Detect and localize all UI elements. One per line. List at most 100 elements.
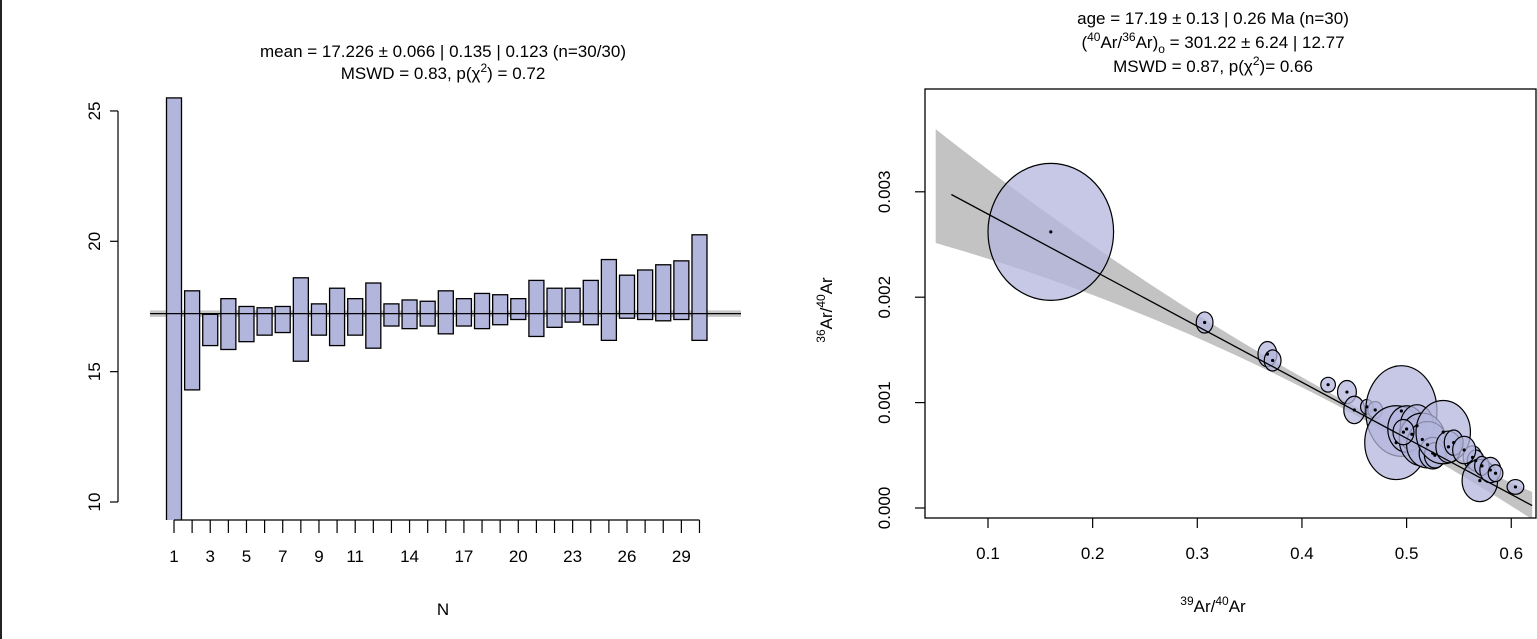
age-bar	[401, 299, 418, 330]
data-point	[1203, 320, 1207, 325]
data-point	[1431, 451, 1435, 455]
right-x-tick-label: 0.4	[1290, 544, 1314, 563]
left-x-tick-label: 5	[242, 547, 251, 566]
age-bar	[455, 298, 473, 327]
data-point	[1345, 390, 1349, 394]
left-x-tick-label: 3	[206, 547, 215, 566]
data-point	[1452, 441, 1456, 445]
right-y-axis-label: 36Ar/40Ar	[814, 277, 836, 343]
data-point	[1425, 443, 1430, 447]
age-bar	[202, 313, 219, 347]
left-x-tick-label: 26	[618, 547, 637, 566]
left-y-tick-label: 20	[85, 232, 104, 251]
right-plot-box	[924, 88, 1537, 519]
right-title-line1: age = 17.19 ± 0.13 | 0.26 Ma (n=30)	[1077, 9, 1349, 28]
left-title-line1: mean = 17.226 ± 0.066 | 0.135 | 0.123 (n…	[260, 42, 626, 61]
age-bar	[274, 305, 291, 334]
left-border	[0, 0, 2, 639]
data-point	[1433, 453, 1437, 457]
right-y-tick-label: 0.000	[875, 487, 894, 530]
data-point	[1401, 430, 1406, 434]
age-bar	[673, 260, 690, 321]
left-x-tick-label: 20	[509, 547, 528, 566]
right-y-tick-label: 0.003	[875, 171, 894, 214]
age-bar	[220, 298, 237, 351]
age-bar	[655, 264, 672, 322]
left-x-axis-label: N	[437, 600, 449, 619]
data-point	[1420, 437, 1424, 442]
data-point	[1399, 409, 1403, 413]
age-bar	[473, 292, 491, 330]
age-bar	[292, 277, 309, 362]
data-point	[1365, 405, 1369, 409]
right-plot: 0.1 0.2 0.3 0.4 0.5 0.6 0.000 0.001 0.002 0.003	[875, 88, 1537, 563]
left-x-tick-label: 1	[169, 547, 178, 566]
age-bar	[347, 298, 364, 336]
data-point	[1405, 427, 1409, 431]
data-point	[1470, 455, 1475, 460]
left-x-tick-label: 17	[454, 547, 473, 566]
left-plot: 10 15 20 25 1 3 5 7 9 11 14 17 20 23 26 29	[85, 97, 741, 566]
left-y-tick-label: 25	[85, 101, 104, 120]
ellipses-group	[987, 162, 1525, 503]
left-y-tick-label: 10	[85, 493, 104, 512]
right-x-tick-label: 0.2	[1081, 544, 1105, 563]
bars-group	[165, 97, 708, 520]
right-title-line3: MSWD = 0.87, p(χ2)= 0.66	[1113, 54, 1313, 76]
age-bar	[618, 274, 636, 319]
data-point	[1326, 383, 1330, 387]
data-point	[1271, 358, 1275, 363]
data-point	[1415, 424, 1419, 428]
age-bar	[256, 307, 273, 336]
data-point	[1488, 468, 1492, 472]
data-point	[1493, 471, 1498, 475]
age-bar	[492, 294, 509, 326]
right-x-tick-label: 0.5	[1395, 544, 1419, 563]
age-bar	[582, 279, 599, 326]
age-bar	[510, 298, 527, 321]
age-bar	[546, 287, 563, 328]
data-point	[1265, 352, 1270, 356]
data-point	[1474, 458, 1478, 463]
age-bar	[310, 303, 328, 336]
right-x-tick-label: 0.1	[976, 544, 1000, 563]
data-point	[1373, 408, 1377, 412]
age-bar	[564, 287, 581, 323]
age-bar	[365, 282, 382, 349]
left-x-tick-label: 29	[672, 547, 691, 566]
data-point	[1352, 408, 1356, 412]
left-title-line2: MSWD = 0.83, p(χ2) = 0.72	[341, 61, 546, 83]
age-bar	[383, 303, 400, 327]
age-bar	[600, 258, 618, 342]
right-y-tick-label: 0.002	[875, 276, 894, 319]
right-x-tick-label: 0.6	[1499, 544, 1523, 563]
data-point	[1441, 430, 1445, 434]
age-bar	[691, 234, 708, 342]
age-bar	[528, 279, 545, 338]
left-x-tick-label: 23	[563, 547, 582, 566]
left-x-tick-label: 14	[400, 547, 419, 566]
age-bar	[437, 290, 454, 335]
regression-line	[951, 193, 1533, 507]
age-bar	[238, 305, 255, 343]
left-y-tick-label: 15	[85, 362, 104, 381]
age-bar	[636, 269, 654, 321]
age-bar	[183, 290, 201, 391]
data-point	[1410, 432, 1414, 436]
right-x-axis-label: 39Ar/40Ar	[1180, 594, 1246, 616]
right-x-tick-label: 0.3	[1185, 544, 1209, 563]
left-x-tick-label: 11	[346, 547, 364, 566]
data-point	[1480, 464, 1484, 468]
left-x-tick-label: 9	[314, 547, 323, 566]
right-title-line2: (40Ar/36Ar)o = 301.22 ± 6.24 | 12.77	[1081, 30, 1344, 56]
age-bar	[328, 287, 346, 347]
data-point	[1394, 441, 1398, 445]
right-inner	[935, 129, 1533, 518]
data-point	[1462, 448, 1466, 452]
data-point	[1446, 445, 1451, 449]
left-x-tick-label: 7	[278, 547, 287, 566]
data-point	[1478, 478, 1482, 483]
data-point	[1049, 230, 1053, 234]
